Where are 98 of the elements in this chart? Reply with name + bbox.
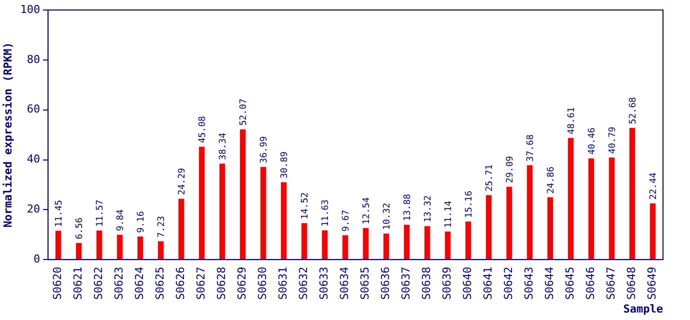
data-label: 45.08 xyxy=(198,116,208,144)
data-label: 52.07 xyxy=(238,98,249,126)
data-label: 11.57 xyxy=(95,200,106,227)
data-label: 25.71 xyxy=(484,164,495,192)
data-label: 29.09 xyxy=(505,156,516,184)
x-tick-label: S0643 xyxy=(522,266,536,300)
bar xyxy=(116,234,123,260)
bar xyxy=(444,232,451,260)
y-tick-label: 20 xyxy=(26,202,40,216)
x-tick-label: S0631 xyxy=(276,266,290,300)
bar xyxy=(55,230,62,260)
x-tick-label: S0636 xyxy=(379,266,392,300)
x-tick-label: S0649 xyxy=(646,266,659,300)
bar xyxy=(76,242,82,260)
y-axis-title: Normalized expression (RPKM) xyxy=(1,42,14,228)
x-tick-label: S0626 xyxy=(174,266,188,300)
bar xyxy=(158,241,164,260)
x-tick-label: S0634 xyxy=(338,266,352,300)
bar xyxy=(322,230,328,260)
x-tick-label: S0638 xyxy=(420,266,434,300)
data-label: 9.67 xyxy=(341,210,352,232)
data-label: 11.63 xyxy=(320,200,331,227)
x-tick-label: S0639 xyxy=(440,266,454,300)
x-tick-label: S0646 xyxy=(584,266,598,300)
bar xyxy=(506,186,512,260)
y-tick-label: 80 xyxy=(26,52,40,66)
x-tick-label: S0622 xyxy=(92,266,106,300)
x-tick-label: S0630 xyxy=(256,266,270,300)
bar xyxy=(342,235,348,260)
bar xyxy=(260,167,266,260)
data-label: 24.86 xyxy=(546,166,556,194)
data-label: 30.89 xyxy=(280,151,290,179)
data-label: 13.32 xyxy=(423,195,434,222)
bar xyxy=(240,129,246,260)
data-label: 15.16 xyxy=(464,190,474,218)
bar xyxy=(301,223,308,260)
data-label: 24.29 xyxy=(177,168,188,196)
bar xyxy=(280,182,287,260)
x-tick-label: S0632 xyxy=(297,266,310,300)
y-tick-label: 100 xyxy=(20,2,40,16)
data-label: 14.52 xyxy=(300,192,310,220)
bar xyxy=(404,224,410,260)
bar xyxy=(486,195,492,260)
x-tick-label: S0624 xyxy=(133,266,146,300)
x-tick-label: S0640 xyxy=(461,266,474,300)
x-tick-label: S0633 xyxy=(318,266,331,300)
x-tick-label: S0629 xyxy=(236,266,249,300)
x-axis-title: Sample xyxy=(623,302,664,316)
bar xyxy=(547,197,554,260)
x-tick-label: S0628 xyxy=(215,266,228,300)
bar xyxy=(219,164,226,260)
bar xyxy=(588,158,594,260)
x-tick-label: S0644 xyxy=(543,266,556,300)
data-label: 11.14 xyxy=(444,200,454,228)
bar xyxy=(198,146,205,260)
bar xyxy=(137,236,144,260)
data-label: 37.68 xyxy=(526,134,536,162)
y-tick-label: 40 xyxy=(26,152,40,166)
x-tick-label: S0648 xyxy=(625,266,638,300)
data-label: 7.23 xyxy=(156,216,167,238)
bar xyxy=(608,158,615,260)
bar xyxy=(629,128,636,260)
data-label: 40.79 xyxy=(608,126,618,154)
bar xyxy=(650,203,656,260)
x-tick-label: S0647 xyxy=(604,266,618,300)
data-label: 13.88 xyxy=(402,194,413,222)
data-label: 9.16 xyxy=(136,211,146,233)
bar xyxy=(424,226,430,260)
bar xyxy=(526,165,533,260)
x-tick-label: S0627 xyxy=(194,266,208,300)
y-tick-label: 0 xyxy=(33,252,40,266)
data-label: 22.44 xyxy=(648,172,659,200)
y-tick-label: 60 xyxy=(26,102,40,116)
x-tick-label: S0645 xyxy=(564,266,577,300)
data-label: 11.45 xyxy=(54,200,64,228)
x-tick-label: S0625 xyxy=(154,266,167,300)
x-tick-label: S0620 xyxy=(51,266,64,300)
bar xyxy=(96,230,102,260)
data-label: 9.84 xyxy=(116,209,126,232)
data-label: 52.68 xyxy=(628,97,638,124)
bar xyxy=(465,222,472,260)
data-label: 36.99 xyxy=(259,136,270,164)
x-tick-label: S0642 xyxy=(502,266,516,300)
data-label: 10.32 xyxy=(382,202,392,230)
x-tick-label: S0637 xyxy=(400,266,413,300)
x-tick-label: S0635 xyxy=(358,266,372,300)
x-tick-label: S0623 xyxy=(112,266,126,300)
bar xyxy=(568,138,574,260)
data-label: 6.56 xyxy=(74,218,85,240)
x-tick-label: S0621 xyxy=(72,266,85,300)
bar xyxy=(362,228,369,260)
bar xyxy=(178,198,184,260)
data-label: 38.34 xyxy=(218,132,228,160)
data-label: 40.46 xyxy=(587,128,598,155)
x-tick-label: S0641 xyxy=(482,266,495,300)
bar xyxy=(383,234,390,260)
data-label: 12.54 xyxy=(362,197,372,224)
data-label: 48.61 xyxy=(566,107,577,134)
